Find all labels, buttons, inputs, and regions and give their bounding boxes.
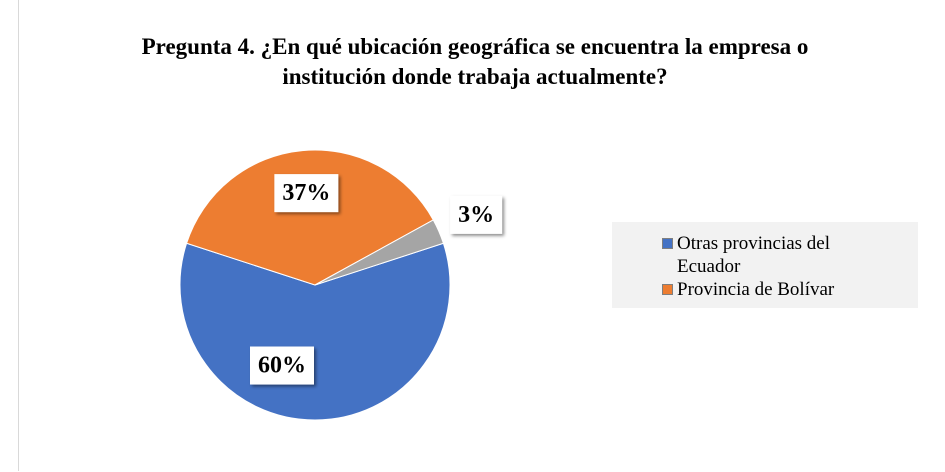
legend-entry: Otras provincias del Ecuador <box>662 232 897 278</box>
legend: Otras provincias del Ecuador Provincia de… <box>612 222 918 308</box>
data-label-group: 37% <box>274 174 339 213</box>
chart-frame <box>18 0 944 471</box>
data-label-box <box>250 346 314 385</box>
data-label-group: 3% <box>450 195 503 234</box>
legend-swatch <box>662 284 673 295</box>
legend-label: Provincia de Bolívar <box>677 279 835 300</box>
pie-slice <box>179 242 451 421</box>
legend-label: Otras provincias del Ecuador <box>677 233 831 277</box>
data-label-box <box>274 174 339 213</box>
data-label: 60% <box>258 353 306 379</box>
data-label: 3% <box>458 202 494 228</box>
data-label: 37% <box>282 180 330 206</box>
pie-slice <box>314 219 445 286</box>
chart-title: Pregunta 4. ¿En qué ubicación geográfica… <box>141 34 809 89</box>
legend-swatch <box>662 238 673 249</box>
pie-slice <box>185 149 434 286</box>
legend-entry: Provincia de Bolívar <box>662 278 897 301</box>
data-label-box <box>450 195 503 234</box>
data-label-group: 60% <box>250 346 314 385</box>
